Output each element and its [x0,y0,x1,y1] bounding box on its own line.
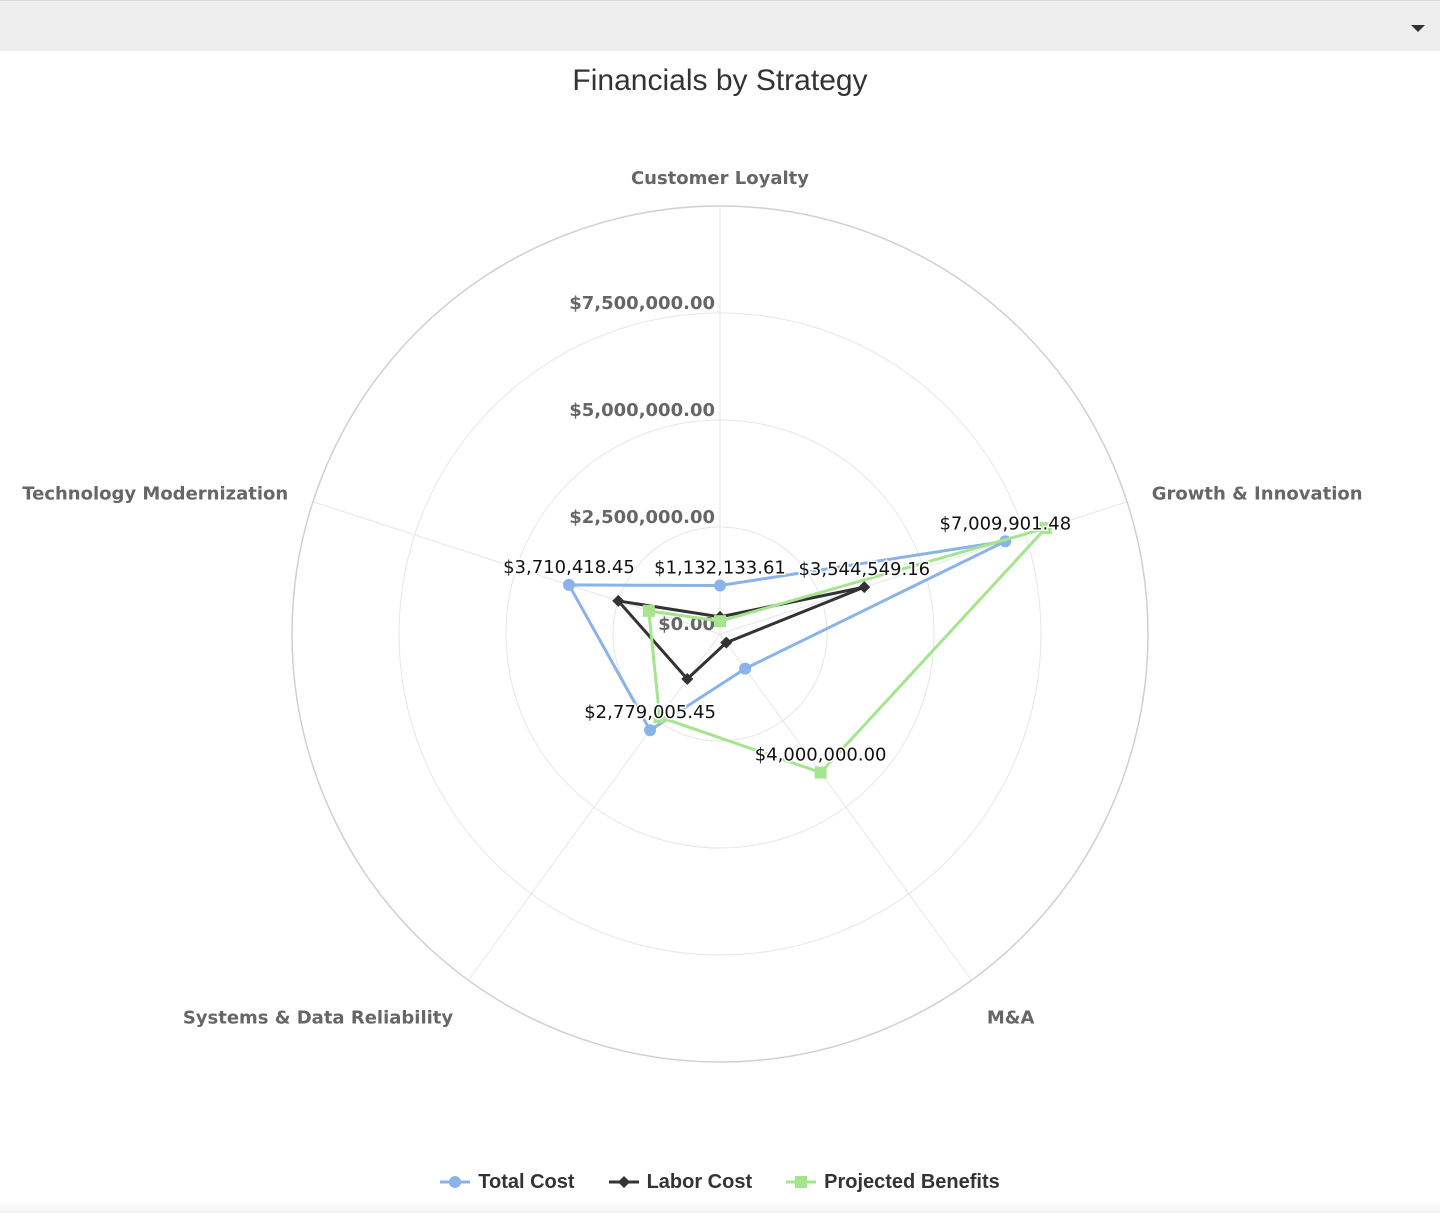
caret-down-icon [1411,25,1425,32]
legend-label: Projected Benefits [824,1170,1000,1193]
legend-item-projected-benefits[interactable]: Projected Benefits [786,1171,1000,1194]
data-label: $1,132,133.61 [654,558,786,579]
category-label: M&A [987,1007,1035,1028]
data-point [612,594,625,607]
series-line [616,585,866,681]
data-point [814,766,827,779]
category-label: Systems & Data Reliability [183,1007,454,1028]
legend-marker-square [786,1176,817,1188]
data-label: $4,000,000.00 [755,745,887,766]
bottom-shadow [0,1200,1440,1213]
data-point [720,636,733,649]
legend-item-total-cost[interactable]: Total Cost [440,1170,575,1194]
legend-marker-circle [440,1176,471,1188]
data-label: $7,009,901.48 [939,513,1071,534]
data-label: $2,779,005.45 [584,702,716,723]
data-point [714,615,726,628]
data-point [714,579,726,592]
data-label: $3,710,418.45 [503,557,635,578]
chart-legend: Total Cost Labor Cost Projected Benefits [0,1166,1440,1198]
chart-title: Financials by Strategy [572,64,868,97]
legend-item-labor-cost[interactable]: Labor Cost [608,1170,753,1194]
radial-tick-label: $7,500,000.00 [569,293,715,314]
data-point [644,724,657,737]
grid-spoke [719,633,972,981]
radar-chart: $0.00$2,500,000.00$5,000,000.00$7,500,00… [22,168,1363,1063]
radial-tick-label: $2,500,000.00 [569,507,715,528]
data-point [681,673,694,686]
category-label: Technology Modernization [22,484,288,505]
series-line [647,526,1048,775]
chart-menu-button[interactable] [1408,19,1428,39]
grid-spoke [719,501,1128,635]
data-point [1039,522,1052,535]
data-point [562,578,575,591]
radial-tick-label: $5,000,000.00 [569,400,715,421]
grid-spoke [468,633,721,981]
chart-toolbar [0,0,1440,51]
data-label: $3,544,549.16 [798,559,930,580]
legend-label: Total Cost [478,1170,575,1193]
legend-marker-diamond [608,1176,639,1188]
category-label: Customer Loyalty [631,168,809,189]
legend-label: Labor Cost [646,1170,753,1193]
data-point [858,581,871,594]
data-point [653,711,666,724]
data-point [642,604,655,617]
category-label: Growth & Innovation [1152,484,1363,505]
series-line [567,539,1007,732]
data-point [739,662,752,675]
